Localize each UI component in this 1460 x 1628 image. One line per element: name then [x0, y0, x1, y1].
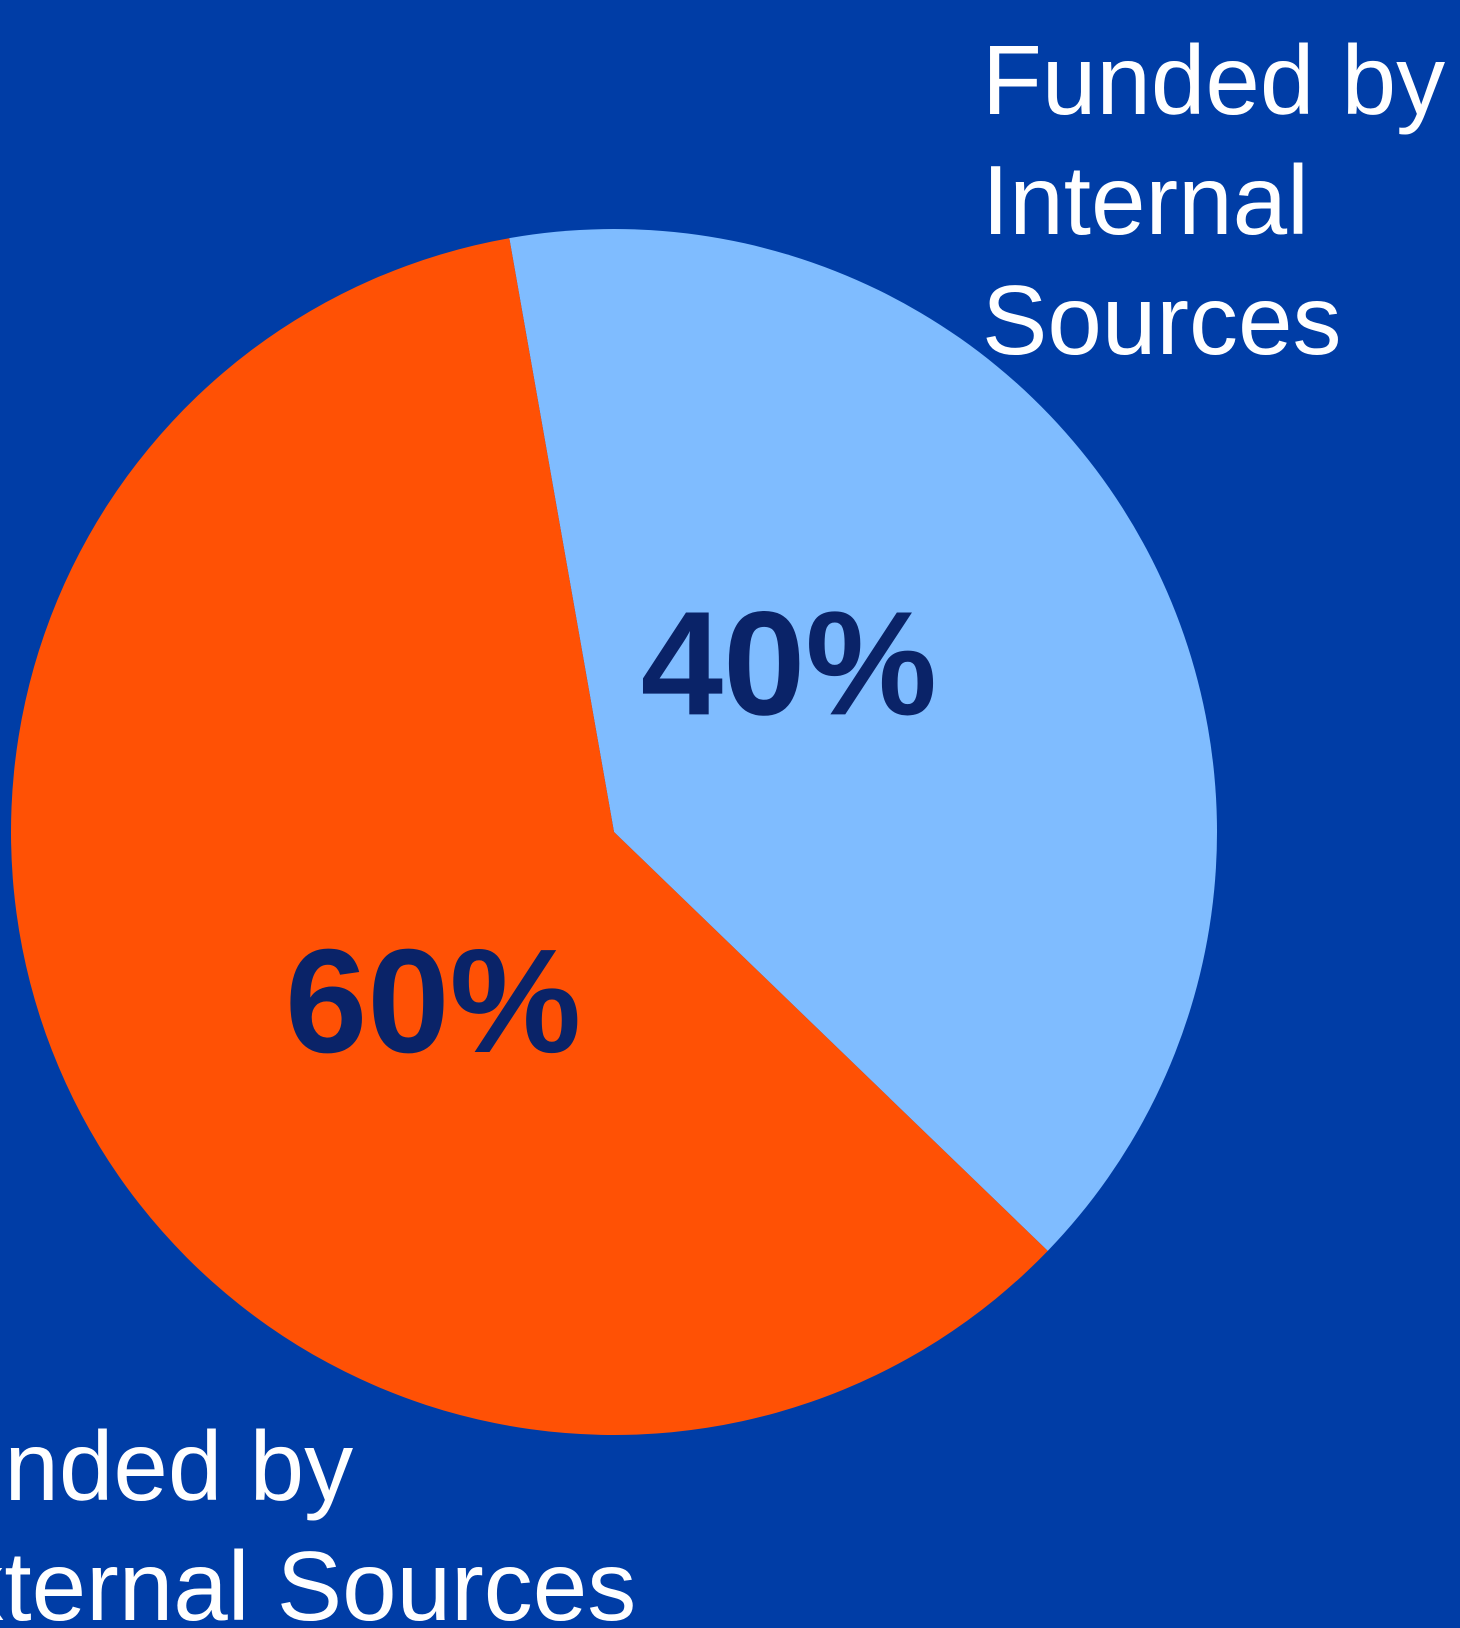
- slice-category-label-external: Funded by External Sources: [0, 1411, 637, 1628]
- pie-slice-external: [11, 238, 1048, 1436]
- slice-category-label-internal: Funded by Internal Sources: [982, 25, 1446, 375]
- pie-value-label-external: 60%: [285, 919, 581, 1084]
- pie-slice-internal: [509, 228, 1217, 1251]
- pie-value-label-internal: 40%: [641, 581, 937, 746]
